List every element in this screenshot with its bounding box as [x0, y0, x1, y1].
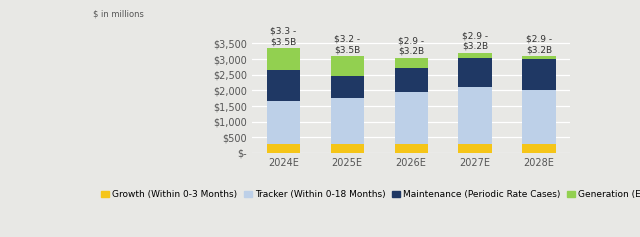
Bar [331, 144, 364, 153]
Bar [522, 144, 556, 153]
Bar [522, 59, 556, 90]
Bar [331, 56, 364, 76]
Text: $2.9 -
$3.2B: $2.9 - $3.2B [462, 32, 488, 51]
Bar [267, 101, 300, 144]
Bar [267, 70, 300, 101]
Text: $ in millions: $ in millions [93, 10, 144, 19]
Text: $2.9 -
$3.2B: $2.9 - $3.2B [526, 35, 552, 54]
Bar [394, 144, 428, 153]
Bar [267, 48, 300, 70]
Bar [331, 76, 364, 98]
Text: $3.2 -
$3.5B: $3.2 - $3.5B [334, 35, 360, 54]
Legend: Growth (Within 0-3 Months), Tracker (Within 0-18 Months), Maintenance (Periodic : Growth (Within 0-3 Months), Tracker (Wit… [97, 187, 640, 203]
Bar [394, 92, 428, 144]
Bar [458, 87, 492, 144]
Text: $3.3 -
$3.5B: $3.3 - $3.5B [270, 27, 296, 46]
Bar [458, 58, 492, 87]
Bar [331, 98, 364, 144]
Bar [267, 144, 300, 153]
Bar [394, 58, 428, 68]
Bar [522, 90, 556, 144]
Bar [394, 68, 428, 92]
Text: $2.9 -
$3.2B: $2.9 - $3.2B [398, 36, 424, 56]
Bar [458, 144, 492, 153]
Bar [458, 53, 492, 58]
Bar [522, 56, 556, 59]
